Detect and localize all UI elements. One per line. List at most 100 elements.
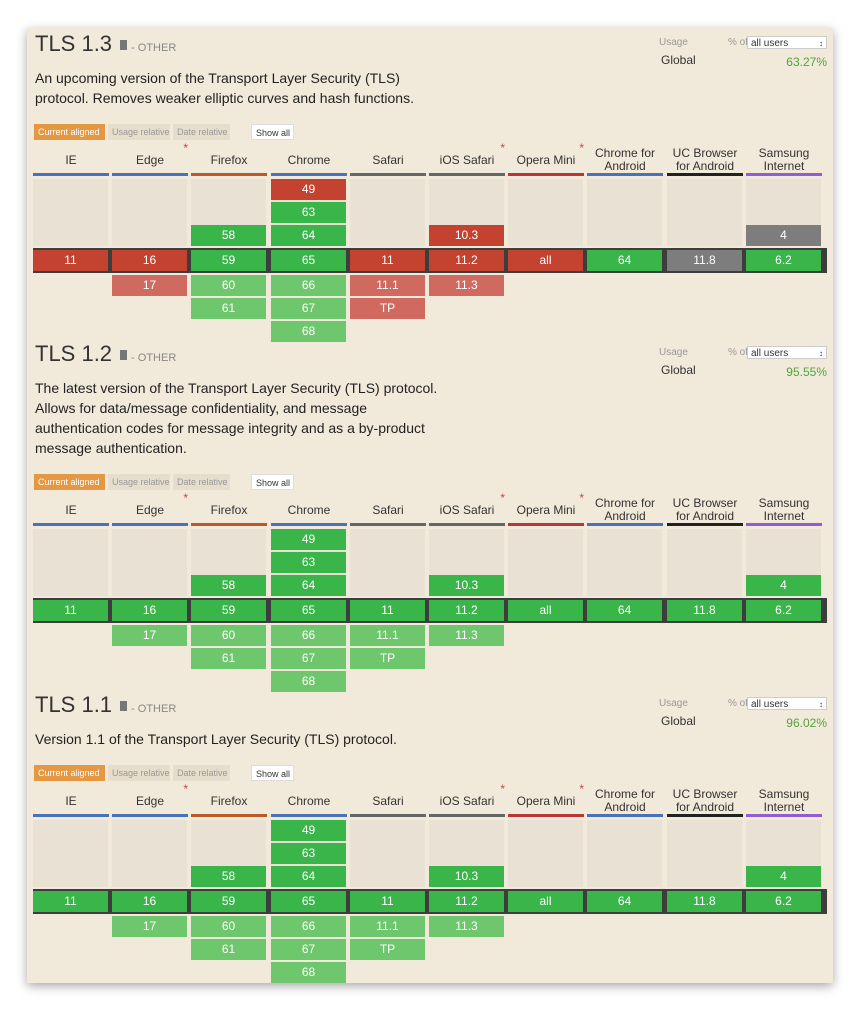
- browser-header-chrome-for-android[interactable]: Chrome for Android: [587, 785, 663, 817]
- version-cell-future[interactable]: 11.3: [429, 625, 504, 646]
- version-cell-past[interactable]: 64: [271, 575, 346, 596]
- version-cell-future[interactable]: 11.1: [350, 916, 425, 937]
- usage-relative-button[interactable]: Usage relative: [108, 765, 170, 781]
- version-cell-current[interactable]: 11: [350, 891, 425, 912]
- version-cell-past[interactable]: 64: [271, 866, 346, 887]
- browser-header-chrome[interactable]: Chrome: [271, 144, 347, 176]
- show-all-button[interactable]: Show all: [251, 474, 294, 490]
- browser-header-ios-safari[interactable]: iOS Safari *: [429, 492, 505, 526]
- usage-relative-button[interactable]: Usage relative: [108, 474, 170, 490]
- version-cell-current[interactable]: 6.2: [746, 600, 821, 621]
- version-cell-past[interactable]: 4: [746, 866, 821, 887]
- version-cell-past[interactable]: 63: [271, 202, 346, 223]
- version-cell-current[interactable]: 65: [271, 891, 346, 912]
- version-cell-current[interactable]: 11.8: [667, 250, 742, 271]
- show-all-button[interactable]: Show all: [251, 124, 294, 140]
- feature-title[interactable]: TLS 1.3 - OTHER: [35, 31, 176, 57]
- browser-header-edge[interactable]: Edge *: [112, 142, 188, 176]
- version-cell-future[interactable]: 67: [271, 648, 346, 669]
- version-cell-future[interactable]: 61: [191, 298, 266, 319]
- browser-header-uc-browser-for-android[interactable]: UC Browser for Android: [667, 144, 743, 176]
- version-cell-current[interactable]: 16: [112, 891, 187, 912]
- feature-title[interactable]: TLS 1.1 - OTHER: [35, 692, 176, 718]
- browser-header-safari[interactable]: Safari: [350, 785, 426, 817]
- version-cell-future[interactable]: 60: [191, 625, 266, 646]
- version-cell-future[interactable]: 60: [191, 916, 266, 937]
- version-cell-future[interactable]: 66: [271, 275, 346, 296]
- version-cell-current[interactable]: 59: [191, 600, 266, 621]
- version-cell-past[interactable]: 4: [746, 575, 821, 596]
- version-cell-future[interactable]: 61: [191, 648, 266, 669]
- version-cell-current[interactable]: 64: [587, 600, 662, 621]
- version-cell-current[interactable]: 65: [271, 600, 346, 621]
- browser-header-edge[interactable]: Edge *: [112, 492, 188, 526]
- browser-header-chrome[interactable]: Chrome: [271, 494, 347, 526]
- version-cell-past[interactable]: 10.3: [429, 225, 504, 246]
- version-cell-future[interactable]: 67: [271, 939, 346, 960]
- version-cell-future[interactable]: 66: [271, 625, 346, 646]
- browser-header-safari[interactable]: Safari: [350, 494, 426, 526]
- version-cell-future[interactable]: 17: [112, 625, 187, 646]
- version-cell-current[interactable]: 64: [587, 250, 662, 271]
- browser-header-ios-safari[interactable]: iOS Safari *: [429, 783, 505, 817]
- version-cell-future[interactable]: 17: [112, 275, 187, 296]
- version-cell-future[interactable]: 60: [191, 275, 266, 296]
- users-select[interactable]: all users ↕: [747, 346, 827, 359]
- browser-header-samsung-internet[interactable]: Samsung Internet: [746, 785, 822, 817]
- version-cell-past[interactable]: 58: [191, 575, 266, 596]
- browser-header-edge[interactable]: Edge *: [112, 783, 188, 817]
- version-cell-future[interactable]: 68: [271, 671, 346, 692]
- browser-header-opera-mini[interactable]: Opera Mini *: [508, 783, 584, 817]
- version-cell-current[interactable]: all: [508, 600, 583, 621]
- version-cell-current[interactable]: 11.8: [667, 891, 742, 912]
- browser-header-samsung-internet[interactable]: Samsung Internet: [746, 494, 822, 526]
- version-cell-current[interactable]: 11: [33, 600, 108, 621]
- version-cell-current[interactable]: 11: [33, 250, 108, 271]
- browser-header-firefox[interactable]: Firefox: [191, 494, 267, 526]
- browser-header-safari[interactable]: Safari: [350, 144, 426, 176]
- browser-header-chrome[interactable]: Chrome: [271, 785, 347, 817]
- version-cell-future[interactable]: 61: [191, 939, 266, 960]
- current-aligned-button[interactable]: Current aligned: [34, 124, 105, 140]
- version-cell-past[interactable]: 63: [271, 552, 346, 573]
- version-cell-past[interactable]: 49: [271, 179, 346, 200]
- version-cell-current[interactable]: all: [508, 891, 583, 912]
- usage-relative-button[interactable]: Usage relative: [108, 124, 170, 140]
- date-relative-button[interactable]: Date relative: [173, 474, 230, 490]
- date-relative-button[interactable]: Date relative: [173, 765, 230, 781]
- version-cell-current[interactable]: 6.2: [746, 891, 821, 912]
- version-cell-current[interactable]: 16: [112, 600, 187, 621]
- users-select[interactable]: all users ↕: [747, 36, 827, 49]
- version-cell-current[interactable]: 11: [33, 891, 108, 912]
- browser-header-uc-browser-for-android[interactable]: UC Browser for Android: [667, 785, 743, 817]
- browser-header-ie[interactable]: IE: [33, 494, 109, 526]
- browser-header-ie[interactable]: IE: [33, 144, 109, 176]
- version-cell-past[interactable]: 58: [191, 225, 266, 246]
- current-aligned-button[interactable]: Current aligned: [34, 474, 105, 490]
- date-relative-button[interactable]: Date relative: [173, 124, 230, 140]
- version-cell-past[interactable]: 4: [746, 225, 821, 246]
- browser-header-opera-mini[interactable]: Opera Mini *: [508, 142, 584, 176]
- browser-header-firefox[interactable]: Firefox: [191, 144, 267, 176]
- version-cell-past[interactable]: 49: [271, 529, 346, 550]
- version-cell-current[interactable]: 64: [587, 891, 662, 912]
- version-cell-current[interactable]: 11.2: [429, 600, 504, 621]
- version-cell-future[interactable]: TP: [350, 648, 425, 669]
- version-cell-past[interactable]: 58: [191, 866, 266, 887]
- version-cell-future[interactable]: 11.1: [350, 275, 425, 296]
- version-cell-current[interactable]: 65: [271, 250, 346, 271]
- browser-header-firefox[interactable]: Firefox: [191, 785, 267, 817]
- version-cell-current[interactable]: 16: [112, 250, 187, 271]
- version-cell-past[interactable]: 63: [271, 843, 346, 864]
- browser-header-chrome-for-android[interactable]: Chrome for Android: [587, 494, 663, 526]
- feature-title[interactable]: TLS 1.2 - OTHER: [35, 341, 176, 367]
- version-cell-current[interactable]: 59: [191, 891, 266, 912]
- version-cell-future[interactable]: 67: [271, 298, 346, 319]
- version-cell-past[interactable]: 49: [271, 820, 346, 841]
- version-cell-past[interactable]: 64: [271, 225, 346, 246]
- version-cell-current[interactable]: all: [508, 250, 583, 271]
- version-cell-past[interactable]: 10.3: [429, 866, 504, 887]
- browser-header-opera-mini[interactable]: Opera Mini *: [508, 492, 584, 526]
- browser-header-ie[interactable]: IE: [33, 785, 109, 817]
- version-cell-future[interactable]: 11.3: [429, 916, 504, 937]
